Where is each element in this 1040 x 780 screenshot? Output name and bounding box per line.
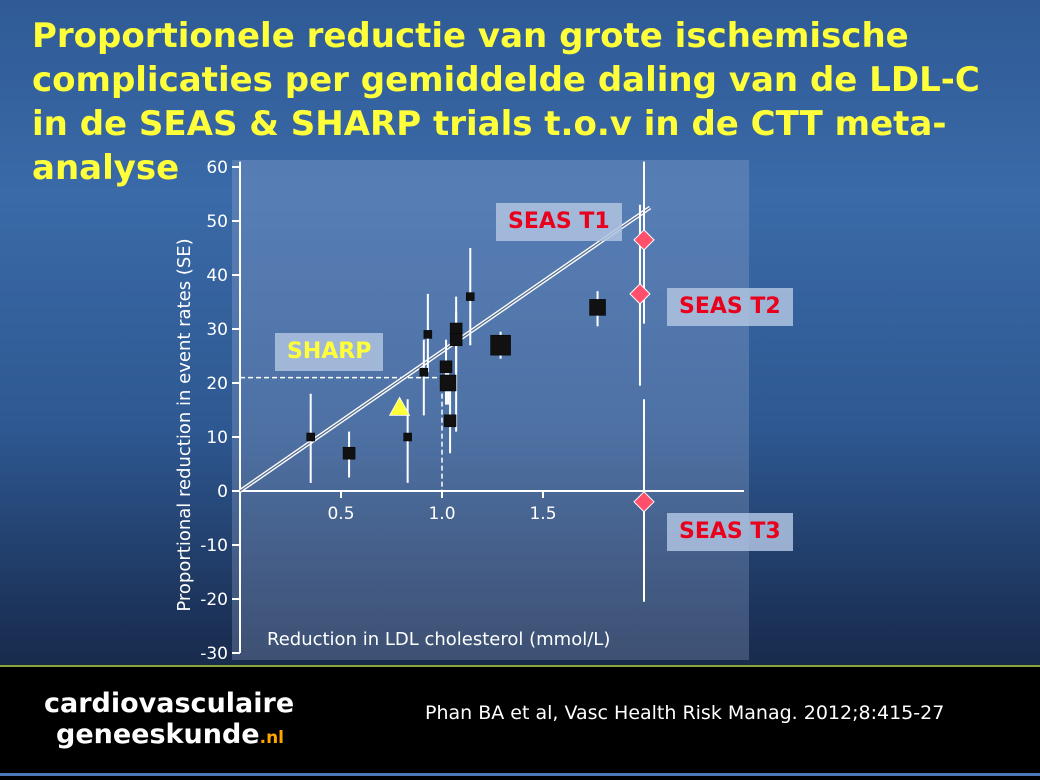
y-tick-label: 0 (217, 482, 228, 502)
y-tick-label: -20 (200, 590, 228, 610)
trial-marker (419, 367, 429, 377)
y-tick-label: 20 (206, 374, 228, 394)
seas-marker (633, 229, 655, 251)
x-axis-title: Reduction in LDL cholesterol (mmol/L) (267, 629, 610, 650)
trial-marker (449, 322, 463, 336)
y-tick-label: -10 (200, 536, 228, 556)
trial-marker (490, 334, 511, 356)
logo-text-line2: geneeskunde.nl (44, 719, 294, 754)
trial-marker (439, 374, 457, 392)
logo-text-line1: cardiovasculaire (44, 688, 295, 719)
regression-line (239, 206, 651, 492)
x-tick-label: 1.5 (529, 504, 556, 524)
trial-marker (589, 299, 606, 316)
axes: 60 50 40 30 20 10 0 -10 -20 -30 0.5 1.0 1.5 (200, 158, 744, 664)
footer-bottom-divider (0, 773, 1040, 776)
trial-marker (423, 330, 433, 339)
data-markers (306, 229, 655, 513)
x-tick-label: 1.0 (428, 504, 455, 524)
seas-t1-callout: SEAS T1 (496, 203, 622, 241)
trial-marker (466, 292, 475, 301)
y-tick-label: 30 (206, 320, 228, 340)
trial-marker (449, 333, 463, 347)
trial-marker (342, 446, 356, 460)
trial-marker (306, 432, 315, 442)
sharp-callout: SHARP (275, 333, 384, 371)
seas-marker (633, 491, 655, 513)
seas-marker (629, 283, 651, 305)
y-tick-label: 60 (206, 158, 228, 178)
sharp-marker (388, 396, 411, 416)
logo-text-main: geneeskunde (56, 719, 260, 750)
footer (0, 667, 1040, 780)
y-tick-label: 50 (206, 212, 228, 232)
y-tick-label: -30 (200, 644, 228, 664)
y-axis-title: Proportional reduction in event rates (S… (174, 238, 195, 611)
y-tick-label: 40 (206, 266, 228, 286)
logo-suffix: .nl (259, 728, 284, 748)
regression-line-group (238, 205, 652, 493)
logo: cardiovasculaire geneeskunde.nl (44, 688, 294, 754)
slide-title: Proportionele reductie van grote ischemi… (32, 16, 980, 188)
citation: Phan BA et al, Vasc Health Risk Manag. 2… (425, 702, 945, 724)
trial-marker (439, 360, 453, 374)
trial-marker (403, 432, 412, 442)
x-tick-label: 0.5 (327, 504, 354, 524)
trial-marker (443, 414, 457, 428)
footer-divider (0, 665, 1040, 667)
plot-panel (232, 160, 749, 660)
y-tick-label: 10 (206, 428, 228, 448)
seas-t3-callout: SEAS T3 (667, 513, 793, 551)
seas-t2-callout: SEAS T2 (667, 288, 793, 326)
